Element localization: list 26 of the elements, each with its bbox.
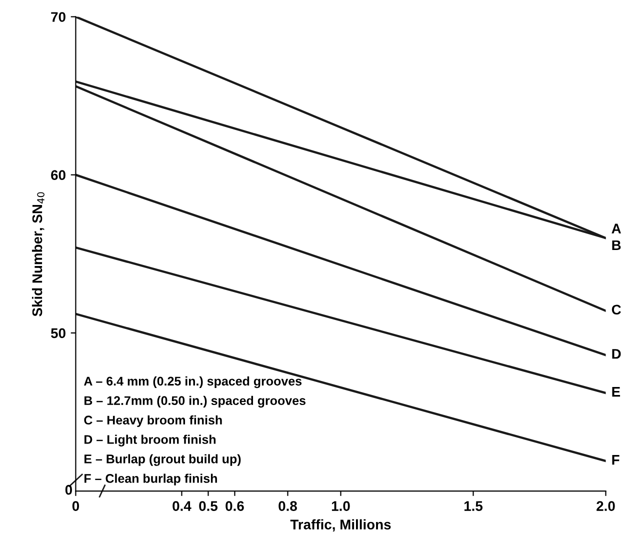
x-tick-label: 0.6 (226, 501, 244, 511)
series-label: F (612, 455, 620, 465)
x-tick-label: 0 (72, 501, 80, 511)
x-tick-label: 0.8 (278, 501, 297, 511)
x-tick-label: 2.0 (596, 501, 615, 511)
annotation: F – Clean burlap finish (84, 474, 217, 486)
y-tick-label: 60 (51, 170, 66, 180)
series-label: E (612, 387, 620, 397)
y-tick-label: 70 (51, 12, 66, 22)
series-label: D (612, 349, 621, 359)
series-label: C (612, 304, 621, 315)
series-label: A (612, 224, 621, 234)
y-axis-title: Skid Number, SN$_{40}$ (32, 192, 44, 316)
x-tick-label: 0.4 (172, 501, 192, 511)
annotation: B – 12.7mm (0.50 in.) spaced grooves (84, 396, 306, 408)
x-axis-title: Traffic, Millions (290, 519, 391, 532)
annotation: D – Light broom finish (84, 434, 216, 446)
x-tick-label: 1.5 (464, 501, 483, 511)
annotation: C – Heavy broom finish (84, 415, 222, 428)
text: 0 (65, 484, 72, 495)
x-tick-label: 0.5 (199, 501, 218, 511)
annotation: A – 6.4 mm (0.25 in.) spaced grooves (84, 376, 302, 388)
y-tick-label: 50 (50, 328, 66, 338)
x-tick-label: 1.0 (332, 501, 350, 511)
series-label: B (612, 240, 621, 250)
annotation: E – Burlap (grout build up) (84, 454, 241, 466)
